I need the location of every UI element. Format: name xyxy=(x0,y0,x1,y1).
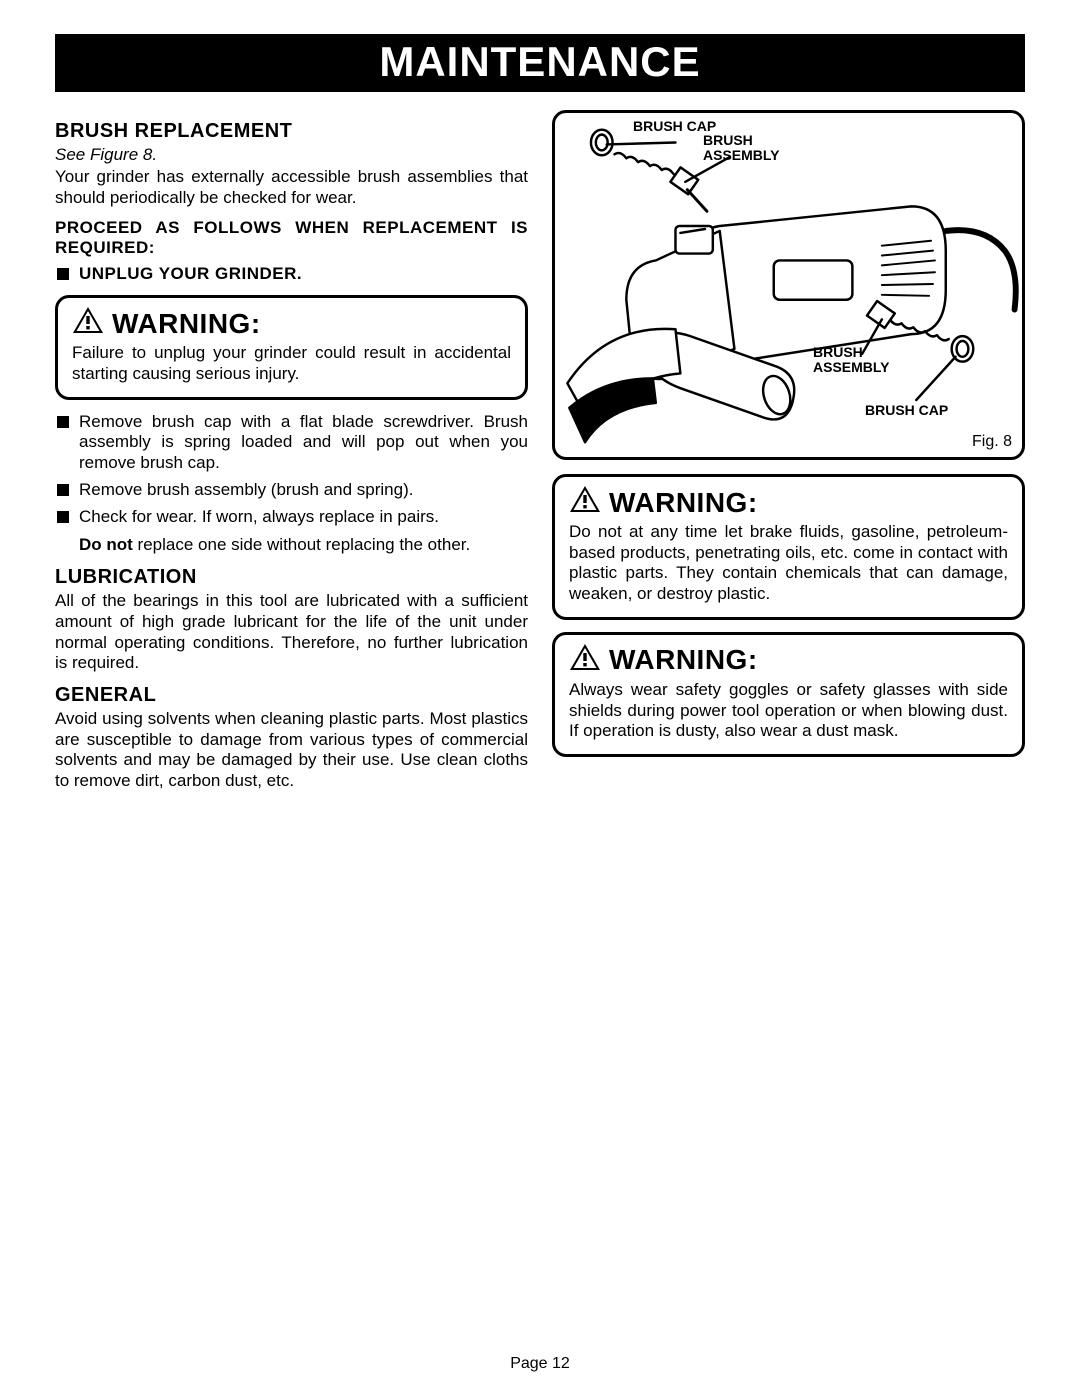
label-brush-assembly-bottom: BRUSH ASSEMBLY xyxy=(813,345,890,376)
brush-intro-text: Your grinder has externally accessible b… xyxy=(55,167,528,208)
lubrication-body: All of the bearings in this tool are lub… xyxy=(55,591,528,674)
grinder-illustration xyxy=(555,113,1022,457)
warning-box-3: WARNING: Always wear safety goggles or s… xyxy=(552,632,1025,757)
right-column: BRUSH CAP BRUSH ASSEMBLY BRUSH ASSEMBLY … xyxy=(552,110,1025,802)
warning-box-1: WARNING: Failure to unplug your grinder … xyxy=(55,295,528,399)
proceed-heading: PROCEED AS FOLLOWS WHEN REPLACEMENT IS R… xyxy=(55,218,528,258)
figure-number: Fig. 8 xyxy=(972,433,1012,451)
step-remove-assembly: Remove brush assembly (brush and spring)… xyxy=(55,480,528,501)
warning-triangle-icon xyxy=(569,485,601,520)
step-check-wear: Check for wear. If worn, always replace … xyxy=(55,507,528,528)
warning-2-body: Do not at any time let brake fluids, gas… xyxy=(569,522,1008,605)
do-not-note: Do not replace one side without replacin… xyxy=(79,535,528,556)
general-body: Avoid using solvents when cleaning plast… xyxy=(55,709,528,792)
warning-triangle-icon xyxy=(569,643,601,678)
heading-general: GENERAL xyxy=(55,684,528,707)
page-banner: MAINTENANCE xyxy=(55,34,1025,92)
warning-1-body: Failure to unplug your grinder could res… xyxy=(72,343,511,384)
warning-box-2: WARNING: Do not at any time let brake fl… xyxy=(552,474,1025,620)
heading-lubrication: LUBRICATION xyxy=(55,566,528,589)
left-column: BRUSH REPLACEMENT See Figure 8. Your gri… xyxy=(55,110,528,802)
figure-8: BRUSH CAP BRUSH ASSEMBLY BRUSH ASSEMBLY … xyxy=(552,110,1025,460)
label-brush-assembly-top: BRUSH ASSEMBLY xyxy=(703,133,780,164)
warning-2-title: WARNING: xyxy=(609,487,758,519)
step-remove-cap: Remove brush cap with a flat blade screw… xyxy=(55,412,528,474)
warning-1-title: WARNING: xyxy=(112,308,261,340)
label-brush-cap-bottom: BRUSH CAP xyxy=(865,403,948,418)
heading-brush-replacement: BRUSH REPLACEMENT xyxy=(55,120,528,143)
warning-3-title: WARNING: xyxy=(609,644,758,676)
warning-triangle-icon xyxy=(72,306,104,341)
step-unplug: UNPLUG YOUR GRINDER. xyxy=(55,264,528,285)
page-footer: Page 12 xyxy=(0,1355,1080,1373)
warning-3-body: Always wear safety goggles or safety gla… xyxy=(569,680,1008,742)
see-figure-ref: See Figure 8. xyxy=(55,145,528,165)
